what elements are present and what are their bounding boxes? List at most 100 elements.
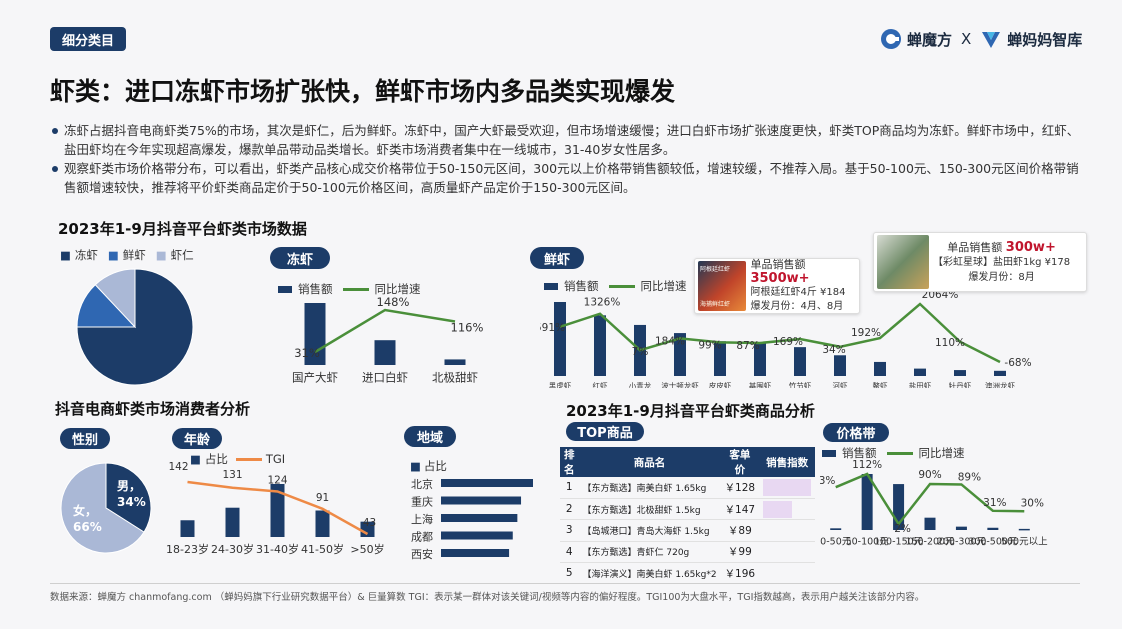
price-cell: ￥89: [720, 519, 760, 542]
data-label: -68%: [1004, 357, 1031, 369]
price-cell: ￥147: [720, 498, 760, 521]
frozen-pill: 冻虾: [270, 247, 330, 269]
chart-bar: [374, 340, 396, 365]
chart-bar: [674, 333, 686, 376]
x-tick-label: 18-23岁: [166, 542, 209, 556]
chart-bar: [441, 531, 513, 540]
x-tick-label: 500元以上: [1001, 537, 1048, 548]
chart-bar: [441, 549, 510, 557]
products-section-title: 2023年1-9月抖音平台虾类商品分析: [566, 402, 815, 420]
x-tick-label: 红虾: [593, 381, 608, 389]
column-header: 商品名: [578, 447, 721, 477]
region-pill: 地域: [404, 426, 456, 447]
callout-label: 单品销售额: [750, 258, 806, 271]
legend-label: 销售额: [564, 279, 599, 293]
female-value: 66%: [73, 520, 102, 534]
data-label: 31%: [983, 497, 1006, 509]
summary-bullets: 冻虾占据抖音电商虾类75%的市场，其次是虾仁，后为鲜虾。冻虾中，国产大虾最受欢迎…: [50, 121, 1080, 197]
x-tick-label: 基围虾: [749, 381, 772, 389]
gender-pill: 性别: [60, 428, 110, 449]
rank-cell: 1: [560, 477, 579, 499]
x-tick-label: 盐田虾: [909, 381, 932, 389]
x-tick-label: 50-100元: [846, 537, 890, 548]
sales-index-cell: [759, 477, 816, 499]
sales-index-cell: [759, 541, 816, 564]
fresh-bar-chart: 黑虎虾 红虾 小青龙 波士顿龙虾 皮皮虾 基围虾 竹节虾 河虾 鳌虾 盐田虾 牡丹虾 澳洲龙虾 591%…: [540, 292, 1032, 389]
chart-bar: [754, 343, 766, 376]
consumer-section-title: 抖音电商虾类市场消费者分析: [55, 400, 251, 418]
footer-source: 数据来源：蝉魔方 chanmofang.com （蝉妈妈旗下行业研究数据平台）&…: [50, 592, 925, 603]
legend-dot: ■: [410, 459, 421, 473]
x-tick-label: 31-40岁: [256, 542, 299, 556]
top-products-table: 排名 商品名 客单价 销售指数 1 【东方甄选】南美白虾 1.65kg ￥128…: [560, 447, 816, 585]
brand-right-name: 蝉妈妈智库: [1007, 30, 1083, 49]
column-header: 销售指数: [759, 447, 816, 477]
chart-bar: [180, 520, 195, 537]
legend-label: 鲜虾: [122, 248, 146, 262]
rank-cell: 5: [560, 562, 579, 585]
x-tick-label: 0-50元: [820, 537, 852, 548]
image-caption: 海捕鲜红虾: [700, 301, 731, 308]
chart-bar: [861, 474, 873, 530]
pie-slice: [94, 268, 136, 329]
rank-cell: 2: [560, 498, 579, 521]
growth-line: [314, 308, 456, 354]
product-name-cell: 【岛城港口】青岛大海虾 1.5kg: [578, 519, 721, 542]
legend-label: TGI: [265, 452, 286, 466]
product-name-cell: 【东方甄选】青虾仁 720g: [578, 541, 721, 564]
legend-line: [342, 287, 369, 291]
data-label: 169%: [773, 336, 803, 348]
price-cell: ￥128: [720, 477, 760, 499]
age-bar-chart: 18-23岁 24-30岁 31-40岁 41-50岁 >50岁 142 131 124 91 4…: [166, 462, 385, 556]
legend-label: 销售额: [842, 446, 877, 460]
growth-line: [559, 302, 1001, 364]
chanmama-logo-icon: [982, 32, 1001, 48]
chart-bar: [554, 302, 566, 376]
x-tick-label: 200-300元: [937, 537, 987, 548]
data-label: 30%: [1021, 497, 1044, 509]
data-label: 184%: [655, 335, 685, 347]
legend-swatch: [822, 449, 836, 457]
x-tick-label: 皮皮虾: [709, 381, 732, 389]
y-tick-label: 重庆: [411, 495, 433, 509]
top-products-pill: TOP商品: [566, 422, 644, 441]
chart-bar: [874, 361, 886, 376]
pie-slice: [76, 268, 194, 386]
callout-product: 阿根廷红虾4斤 ¥184: [750, 287, 846, 298]
price-cell: ￥196: [720, 562, 760, 585]
sales-index-cell: [759, 519, 816, 542]
data-label: 87%: [736, 340, 759, 352]
callout-product: 【彩虹星球】盐田虾1kg ¥178: [933, 256, 1071, 268]
data-label: 90%: [918, 469, 941, 481]
table-row: 4 【东方甄选】青虾仁 720g ￥99: [560, 541, 816, 564]
chart-bar: [225, 507, 240, 537]
yantian-product-image: [877, 235, 929, 289]
chart-bar: [441, 479, 533, 487]
page-title: 虾类：进口冻虾市场扩张快，鲜虾市场内多品类实现爆发: [50, 77, 676, 106]
data-label: 89%: [958, 471, 981, 483]
product-name-cell: 【东方甄选】南美白虾 1.65kg: [578, 477, 721, 499]
age-pill: 年龄: [172, 428, 222, 449]
legend-label: 占比: [423, 459, 447, 473]
data-label: 2%: [894, 523, 911, 535]
product-name-cell: 【东方甄选】北极甜虾 1.5kg: [578, 498, 721, 521]
table-row: 1 【东方甄选】南美白虾 1.65kg ￥128: [560, 477, 816, 499]
chart-bar: [924, 517, 936, 530]
x-tick-label: 小青龙: [629, 381, 652, 389]
gender-pie-chart: [60, 462, 152, 554]
chart-bar: [994, 370, 1006, 376]
y-tick-label: 上海: [411, 512, 433, 526]
callout-value: 3500w+: [750, 271, 810, 286]
frozen-bar-chart: 国产大虾 进口白虾 北极甜虾 31% 148% 116%: [292, 295, 484, 385]
hongxia-product-image: 阿根廷红虾 海捕鲜红虾: [698, 261, 747, 311]
legend-dot: ■: [190, 452, 201, 466]
legend-dot-peeled: ■: [155, 248, 167, 262]
data-label: 112%: [852, 459, 882, 471]
chart-bar: [1018, 528, 1030, 531]
data-label: 83%: [820, 475, 835, 487]
callout-label: 单品销售额: [947, 240, 1003, 254]
x-tick-label: >50岁: [350, 542, 384, 556]
summary-bullet: 冻虾占据抖音电商虾类75%的市场，其次是虾仁，后为鲜虾。冻虾中，国产大虾最受欢迎…: [50, 121, 1080, 159]
data-label: 1326%: [584, 297, 621, 309]
